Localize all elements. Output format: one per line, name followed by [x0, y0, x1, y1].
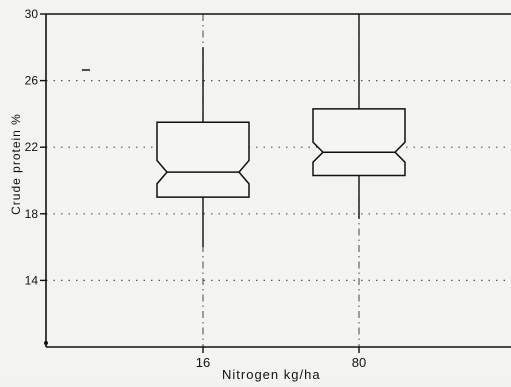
axis-origin-dot: [44, 341, 48, 345]
x-axis-label: Nitrogen kg/ha: [222, 367, 321, 382]
y-axis-ticks: 30 26 22 18 14: [25, 7, 46, 287]
y-tick-label: 22: [25, 140, 39, 154]
y-tick-label: 30: [25, 7, 39, 21]
y-axis-label: Crude protein %: [9, 113, 23, 215]
notched-box: [312, 108, 406, 177]
y-tick-label: 18: [25, 207, 39, 221]
x-tick-label: 16: [196, 355, 210, 370]
x-tick-label: 80: [352, 355, 366, 370]
box-series: [156, 14, 406, 248]
x-axis-ticks: 16 80: [196, 347, 366, 370]
notched-box: [156, 121, 250, 198]
y-tick-label: 14: [25, 273, 39, 287]
y-tick-label: 26: [25, 74, 39, 88]
